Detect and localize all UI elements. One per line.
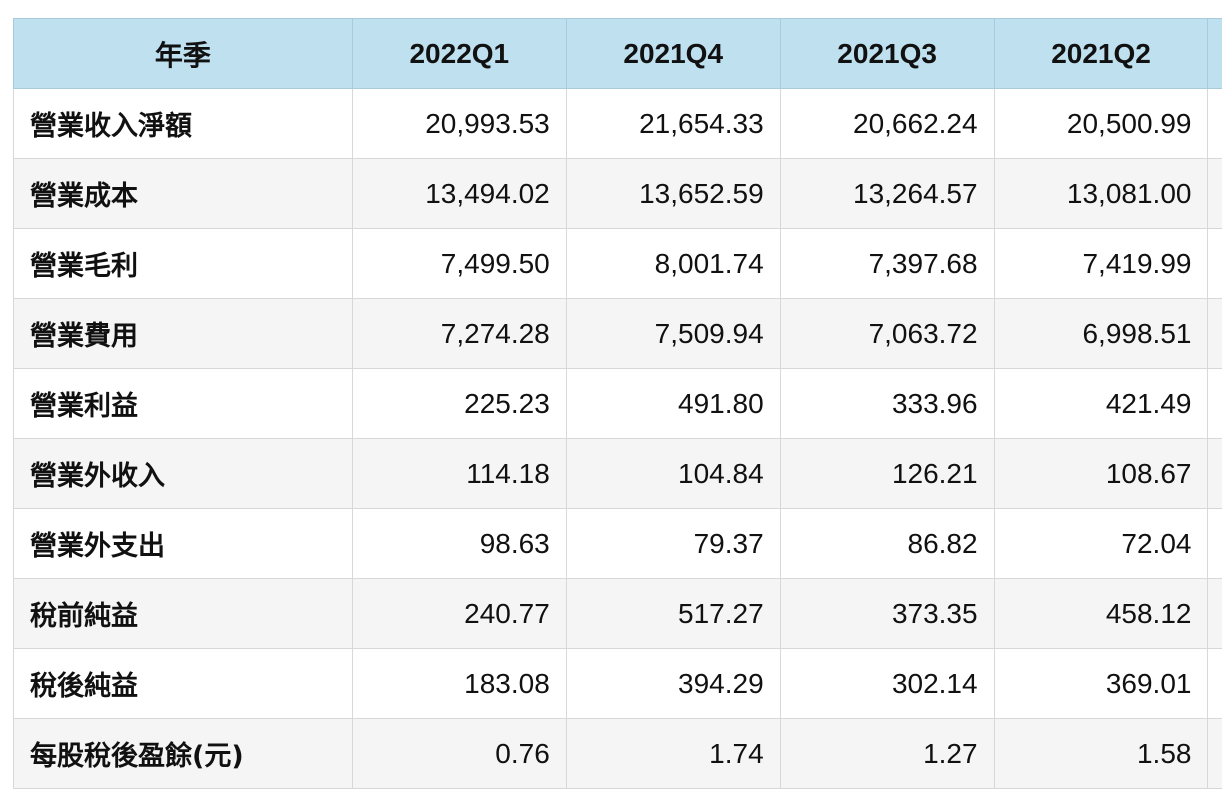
overflow-cell [1207, 508, 1222, 579]
value-cell: 72.04 [993, 508, 1209, 579]
row-label: 營業利益 [13, 368, 353, 439]
value-cell: 13,264.57 [779, 158, 995, 229]
overflow-cell [1207, 158, 1222, 229]
value-cell: 8,001.74 [565, 228, 781, 299]
table-row: 稅前純益 240.77 517.27 373.35 458.12 [13, 578, 1222, 649]
overflow-cell [1207, 298, 1222, 369]
row-label: 營業收入淨額 [13, 88, 353, 159]
row-label: 稅前純益 [13, 578, 353, 649]
value-cell: 225.23 [351, 368, 567, 439]
value-cell: 86.82 [779, 508, 995, 579]
table-row: 稅後純益 183.08 394.29 302.14 369.01 [13, 648, 1222, 719]
table-row: 營業成本 13,494.02 13,652.59 13,264.57 13,081.00 [13, 158, 1222, 229]
table-row: 營業費用 7,274.28 7,509.94 7,063.72 6,998.51 [13, 298, 1222, 369]
header-cell-2021q2: 2021Q2 [993, 18, 1209, 89]
value-cell: 517.27 [565, 578, 781, 649]
header-cell-overflow [1207, 18, 1222, 89]
value-cell: 0.76 [351, 718, 567, 789]
table-row: 營業外支出 98.63 79.37 86.82 72.04 [13, 508, 1222, 579]
value-cell: 7,509.94 [565, 298, 781, 369]
overflow-cell [1207, 718, 1222, 789]
value-cell: 302.14 [779, 648, 995, 719]
value-cell: 108.67 [993, 438, 1209, 509]
table-row: 營業毛利 7,499.50 8,001.74 7,397.68 7,419.99 [13, 228, 1222, 299]
overflow-cell [1207, 578, 1222, 649]
value-cell: 13,652.59 [565, 158, 781, 229]
value-cell: 20,662.24 [779, 88, 995, 159]
value-cell: 7,499.50 [351, 228, 567, 299]
financial-table-container: 年季 2022Q1 2021Q4 2021Q3 2021Q2 營業收入淨額 20,… [13, 18, 1222, 789]
value-cell: 20,993.53 [351, 88, 567, 159]
header-row: 年季 2022Q1 2021Q4 2021Q3 2021Q2 [13, 18, 1222, 89]
header-cell-2021q3: 2021Q3 [779, 18, 995, 89]
row-label: 營業成本 [13, 158, 353, 229]
value-cell: 20,500.99 [993, 88, 1209, 159]
value-cell: 98.63 [351, 508, 567, 579]
value-cell: 6,998.51 [993, 298, 1209, 369]
table-body: 營業收入淨額 20,993.53 21,654.33 20,662.24 20,500.… [13, 88, 1222, 789]
value-cell: 7,397.68 [779, 228, 995, 299]
row-label: 營業外支出 [13, 508, 353, 579]
value-cell: 458.12 [993, 578, 1209, 649]
header-cell-2022q1: 2022Q1 [351, 18, 567, 89]
value-cell: 7,274.28 [351, 298, 567, 369]
value-cell: 333.96 [779, 368, 995, 439]
overflow-cell [1207, 228, 1222, 299]
overflow-cell [1207, 438, 1222, 509]
value-cell: 240.77 [351, 578, 567, 649]
value-cell: 104.84 [565, 438, 781, 509]
value-cell: 491.80 [565, 368, 781, 439]
value-cell: 7,063.72 [779, 298, 995, 369]
value-cell: 183.08 [351, 648, 567, 719]
table-row: 每股稅後盈餘(元) 0.76 1.74 1.27 1.58 [13, 718, 1222, 789]
value-cell: 126.21 [779, 438, 995, 509]
value-cell: 21,654.33 [565, 88, 781, 159]
quarterly-income-table: 年季 2022Q1 2021Q4 2021Q3 2021Q2 營業收入淨額 20,… [13, 18, 1222, 789]
table-row: 營業外收入 114.18 104.84 126.21 108.67 [13, 438, 1222, 509]
overflow-cell [1207, 368, 1222, 439]
value-cell: 373.35 [779, 578, 995, 649]
value-cell: 13,081.00 [993, 158, 1209, 229]
value-cell: 1.58 [993, 718, 1209, 789]
header-cell-period: 年季 [13, 18, 353, 89]
value-cell: 1.27 [779, 718, 995, 789]
table-header: 年季 2022Q1 2021Q4 2021Q3 2021Q2 [13, 18, 1222, 89]
row-label: 營業費用 [13, 298, 353, 369]
overflow-cell [1207, 648, 1222, 719]
overflow-cell [1207, 88, 1222, 159]
header-cell-2021q4: 2021Q4 [565, 18, 781, 89]
value-cell: 1.74 [565, 718, 781, 789]
row-label: 稅後純益 [13, 648, 353, 719]
table-row: 營業收入淨額 20,993.53 21,654.33 20,662.24 20,500.… [13, 88, 1222, 159]
row-label: 每股稅後盈餘(元) [13, 718, 353, 789]
table-row: 營業利益 225.23 491.80 333.96 421.49 [13, 368, 1222, 439]
value-cell: 79.37 [565, 508, 781, 579]
row-label: 營業外收入 [13, 438, 353, 509]
row-label: 營業毛利 [13, 228, 353, 299]
value-cell: 369.01 [993, 648, 1209, 719]
value-cell: 13,494.02 [351, 158, 567, 229]
value-cell: 394.29 [565, 648, 781, 719]
value-cell: 114.18 [351, 438, 567, 509]
value-cell: 421.49 [993, 368, 1209, 439]
value-cell: 7,419.99 [993, 228, 1209, 299]
